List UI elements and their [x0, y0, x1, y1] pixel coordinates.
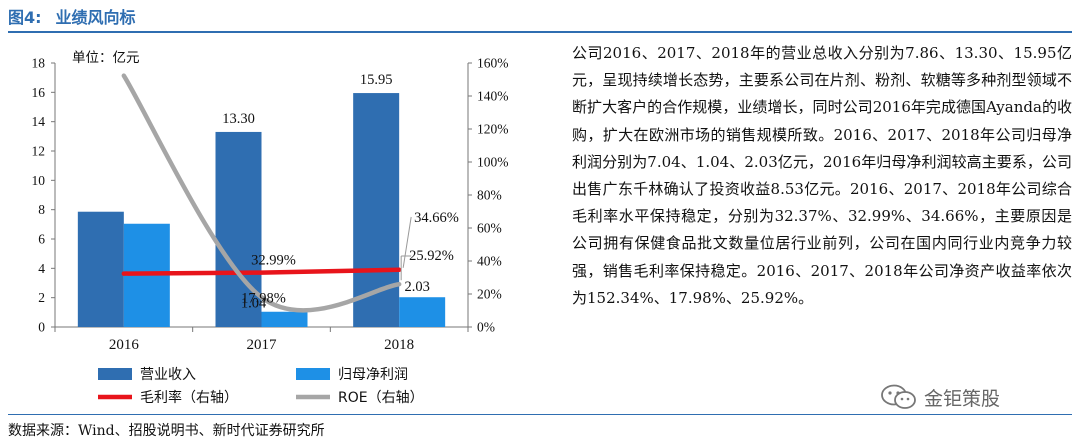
legend-revenue-label: 营业收入 — [140, 367, 196, 383]
left-tick-label: 2 — [38, 290, 45, 305]
figure-title-text: 业绩风向标 — [55, 8, 136, 27]
bar-revenue — [77, 211, 124, 327]
left-tick-label: 4 — [38, 261, 45, 276]
x-tick-label: 2018 — [384, 337, 414, 353]
x-tick-label: 2017 — [247, 337, 278, 353]
figure-number: 图4: — [8, 8, 42, 27]
x-tick-label: 2016 — [109, 337, 140, 353]
legend-roe-label: ROE（右轴） — [338, 390, 424, 406]
data-label-net-profit: 1.04 — [241, 296, 267, 312]
left-tick-label: 0 — [38, 320, 45, 335]
chart: 0 2 4 6 8 10 12 14 16 18 0% 20% 40% 60% 80% 100% 120% 140… — [32, 50, 509, 406]
description-text: 公司2016、2017、2018年的营业总收入分别为7.86、13.30、15.… — [572, 44, 1072, 307]
data-label-gross-margin: 34.66% — [414, 210, 459, 226]
legend-net-profit-swatch — [296, 368, 330, 380]
bar-net-profit — [261, 311, 308, 327]
data-label-net-profit: 2.03 — [404, 279, 429, 295]
right-tick-label: 80% — [477, 188, 502, 203]
left-tick-label: 12 — [32, 144, 46, 159]
left-tick-label: 6 — [38, 232, 45, 247]
right-tick-label: 120% — [477, 122, 509, 137]
legend-gross-margin-label: 毛利率（右轴） — [140, 389, 238, 406]
unit-label: 单位：亿元 — [72, 50, 140, 66]
left-tick-label: 8 — [38, 202, 45, 217]
right-tick-label: 60% — [477, 221, 502, 236]
data-label-roe: 25.92% — [409, 248, 454, 264]
figure-title: 图4: 业绩风向标 — [8, 4, 1072, 33]
watermark: 金钜策股 — [880, 382, 1000, 412]
line-gross-margin — [121, 267, 402, 276]
leader-line — [402, 216, 412, 268]
right-tick-label: 100% — [477, 155, 509, 170]
line-roe — [121, 73, 402, 313]
left-tick-label: 18 — [32, 56, 46, 71]
data-label-gross-margin: 32.99% — [251, 253, 296, 269]
wechat-icon — [881, 384, 916, 409]
legend-net-profit-label: 归母净利润 — [338, 366, 408, 383]
right-tick-label: 40% — [477, 254, 502, 269]
chart-panel: 0 2 4 6 8 10 12 14 16 18 0% 20% 40% 60% 80% 100% 120% 140… — [0, 34, 566, 414]
legend-revenue-swatch — [98, 368, 132, 380]
bar-revenue — [215, 131, 262, 327]
right-tick-label: 20% — [477, 287, 502, 302]
data-label-roe: 17.98% — [241, 290, 286, 306]
left-tick-label: 10 — [32, 173, 46, 188]
data-label-revenue: 13.30 — [222, 111, 255, 127]
data-label-revenue: 15.95 — [360, 72, 393, 88]
right-tick-label: 160% — [477, 56, 509, 71]
watermark-text: 金钜策股 — [924, 387, 1001, 410]
right-tick-label: 140% — [477, 89, 509, 104]
left-tick-label: 16 — [32, 85, 46, 100]
left-tick-label: 14 — [32, 114, 46, 129]
source-note: 数据来源：Wind、招股说明书、新时代证券研究所 — [8, 414, 1071, 440]
bar-net-profit — [399, 297, 446, 327]
right-tick-label: 0% — [477, 320, 495, 335]
